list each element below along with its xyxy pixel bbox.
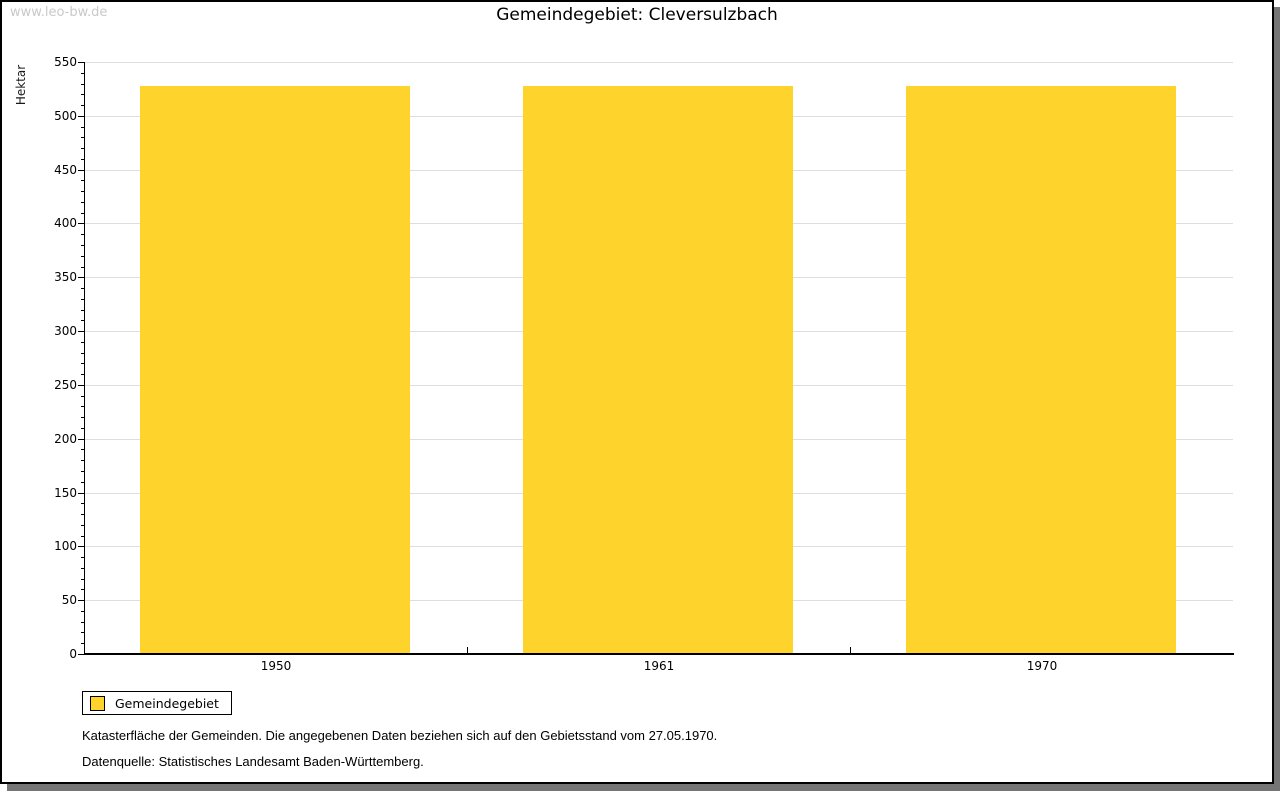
y-minor-tick <box>81 611 84 612</box>
y-minor-tick <box>81 127 84 128</box>
y-minor-tick <box>81 589 84 590</box>
x-tick-label: 1950 <box>260 659 292 673</box>
y-tick-label: 250 <box>54 378 77 392</box>
y-major-tick <box>78 546 84 547</box>
footnote-source-note: Katasterfläche der Gemeinden. Die angege… <box>82 728 718 743</box>
y-tick-label: 150 <box>54 486 77 500</box>
y-minor-tick <box>81 428 84 429</box>
y-minor-tick <box>81 84 84 85</box>
y-major-tick <box>78 654 84 655</box>
y-minor-tick <box>81 396 84 397</box>
y-minor-tick <box>81 73 84 74</box>
category-boundary-tick <box>850 647 851 653</box>
y-tick-label: 300 <box>54 324 77 338</box>
y-minor-tick <box>81 579 84 580</box>
y-minor-tick <box>81 374 84 375</box>
x-tick-label: 1970 <box>1026 659 1058 673</box>
watermark-url: www.leo-bw.de <box>10 5 108 20</box>
y-minor-tick <box>81 460 84 461</box>
x-axis-line <box>84 653 1234 655</box>
bar-1961 <box>523 86 793 654</box>
y-minor-tick <box>81 310 84 311</box>
y-minor-tick <box>81 406 84 407</box>
y-minor-tick <box>81 503 84 504</box>
y-minor-tick <box>81 288 84 289</box>
y-minor-tick <box>81 267 84 268</box>
legend-swatch-icon <box>90 695 105 711</box>
y-minor-tick <box>81 320 84 321</box>
bar-1970 <box>906 86 1176 654</box>
y-tick-label: 100 <box>54 539 77 553</box>
y-minor-tick <box>81 471 84 472</box>
y-major-tick <box>78 439 84 440</box>
y-minor-tick <box>81 622 84 623</box>
y-gridline <box>84 62 1233 63</box>
y-axis-line <box>84 62 85 654</box>
y-minor-tick <box>81 514 84 515</box>
y-tick-label: 400 <box>54 216 77 230</box>
y-minor-tick <box>81 105 84 106</box>
y-minor-tick <box>81 353 84 354</box>
y-minor-tick <box>81 191 84 192</box>
y-minor-tick <box>81 632 84 633</box>
y-minor-tick <box>81 536 84 537</box>
y-major-tick <box>78 385 84 386</box>
y-minor-tick <box>81 568 84 569</box>
y-minor-tick <box>81 137 84 138</box>
y-minor-tick <box>81 213 84 214</box>
y-major-tick <box>78 116 84 117</box>
category-boundary-tick <box>467 647 468 653</box>
y-tick-label: 550 <box>54 55 77 69</box>
y-minor-tick <box>81 643 84 644</box>
plot-area: 0 50 100 150 200 250 300 350 400 450 500 550 1950 196… <box>2 2 1272 782</box>
y-minor-tick <box>81 557 84 558</box>
y-major-tick <box>78 223 84 224</box>
legend-label: Gemeindegebiet <box>115 695 219 711</box>
y-major-tick <box>78 62 84 63</box>
y-minor-tick <box>81 234 84 235</box>
y-major-tick <box>78 170 84 171</box>
y-minor-tick <box>81 180 84 181</box>
x-tick-label: 1961 <box>643 659 675 673</box>
y-major-tick <box>78 493 84 494</box>
y-major-tick <box>78 331 84 332</box>
y-minor-tick <box>81 482 84 483</box>
y-minor-tick <box>81 245 84 246</box>
y-minor-tick <box>81 525 84 526</box>
y-major-tick <box>78 277 84 278</box>
y-tick-label: 500 <box>54 109 77 123</box>
y-minor-tick <box>81 299 84 300</box>
legend-box: Gemeindegebiet <box>82 691 232 715</box>
bar-1950 <box>140 86 410 654</box>
y-minor-tick <box>81 159 84 160</box>
y-tick-label: 350 <box>54 270 77 284</box>
y-minor-tick <box>81 449 84 450</box>
y-tick-label: 200 <box>54 432 77 446</box>
y-tick-label: 450 <box>54 163 77 177</box>
y-minor-tick <box>81 342 84 343</box>
y-major-tick <box>78 600 84 601</box>
y-tick-label: 50 <box>61 593 77 607</box>
y-minor-tick <box>81 256 84 257</box>
footnote-data-source: Datenquelle: Statistisches Landesamt Bad… <box>82 754 424 769</box>
chart-title: Gemeindegebiet: Cleversulzbach <box>496 5 778 25</box>
y-minor-tick <box>81 363 84 364</box>
y-tick-label: 0 <box>69 647 77 661</box>
y-minor-tick <box>81 417 84 418</box>
y-minor-tick <box>81 148 84 149</box>
y-minor-tick <box>81 94 84 95</box>
y-minor-tick <box>81 202 84 203</box>
